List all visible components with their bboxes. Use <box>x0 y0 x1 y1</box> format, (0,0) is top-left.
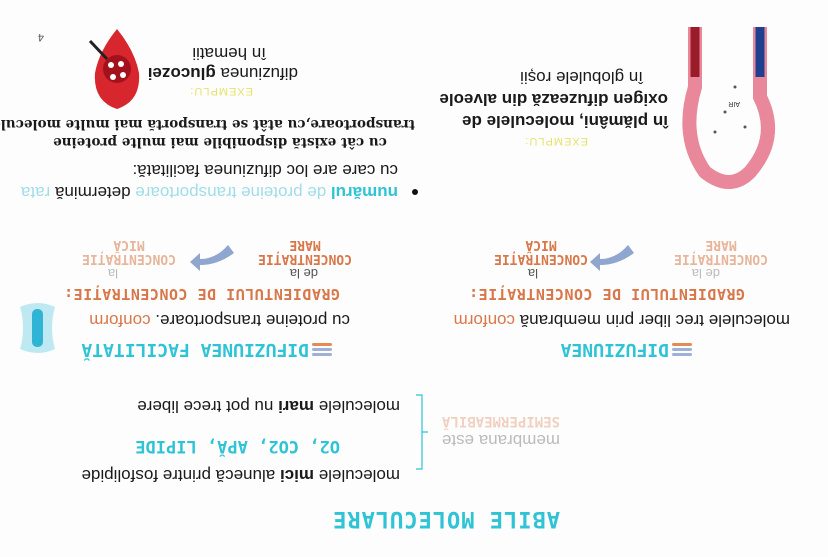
diffusion-heading: DIFUZIUNEA <box>561 339 692 360</box>
text-part: determină <box>54 183 131 202</box>
text-part: moleculele <box>314 466 400 485</box>
list-icon <box>312 342 332 356</box>
membrane-label: membrana este <box>441 431 560 450</box>
bracket-icon <box>416 394 428 470</box>
text-part: de proteine transportoare <box>130 183 331 202</box>
text-part: moleculele <box>314 397 400 416</box>
example-line-2: în hematii <box>192 44 266 63</box>
text-part: difuziunea <box>215 64 298 83</box>
facilitated-text: cu proteine transportoare. conform <box>89 310 350 330</box>
heading-text: DIFUZIUNEA FACILITATĂ <box>81 339 309 360</box>
small-molecules-examples: O2, CO2, APĂ, LIPIDE <box>135 436 340 456</box>
small-molecules-text: moleculele mici alunecă printre fosfolip… <box>82 465 401 485</box>
membrane-type: SEMIPERMEABILĂ <box>441 413 560 429</box>
facilitated-heading: DIFUZIUNEA FACILITATĂ <box>81 339 332 360</box>
low-concentration: CONCENTRAȚIE MICĂ <box>494 237 588 266</box>
text-part: nu pot trece libere <box>137 397 279 416</box>
bullet-text: numărul de proteine transportoare determ… <box>21 182 398 202</box>
example-line-3: în globulele roșii <box>520 68 643 87</box>
high-concentration: CONCENTRAȚIE MARE <box>258 237 352 266</box>
to-label: la <box>107 266 118 281</box>
low-concentration: CONCENTRAȚIE MICĂ <box>82 237 176 266</box>
exchange-arrows-icon <box>190 245 234 271</box>
text-part: rata <box>20 183 55 202</box>
facilitated-gradient: GRADIENTULUI DE CONCENTRAȚIE: <box>63 285 340 303</box>
text-bold: glucozei <box>147 64 216 83</box>
bold-line-1: cu cât există disponibile mai multe prot… <box>53 134 387 150</box>
text-part: conform <box>453 311 516 330</box>
page-number: 4 <box>37 31 44 43</box>
diffusion-text: moleculele trec liber prin membrană conf… <box>454 310 790 330</box>
text-bold: mici <box>279 466 314 485</box>
text-part: alunecă printre fosfolipide <box>81 466 280 485</box>
air-label: AIR <box>728 100 740 107</box>
bullet-icon <box>412 189 418 195</box>
example-label: EXEMPLU: <box>189 85 253 97</box>
high-concentration: CONCENTRAȚIE MARE <box>674 237 768 266</box>
alveolus-illustration: AIR <box>682 27 775 189</box>
bullet-text-line-2: cu care are loc difuziunea facilitată: <box>132 161 398 180</box>
diffusion-gradient: GRADIENTULUI DE CONCENTRAȚIE: <box>468 285 745 303</box>
example-line-1: difuziunea glucozei <box>148 63 298 83</box>
transport-protein-icon <box>20 303 55 353</box>
red-blood-cell-pin-icon <box>88 29 140 109</box>
text-part: moleculele trec liber prin membrană <box>515 311 790 330</box>
example-line-1: în plămâni, moleculele de <box>462 112 668 131</box>
bold-line-2: transportoare,cu atât se transportă mai … <box>0 116 415 132</box>
text-bold: mari <box>278 397 314 416</box>
exchange-arrows-icon <box>590 245 634 271</box>
list-icon <box>672 342 692 356</box>
example-label: EXEMPLU: <box>524 135 588 147</box>
large-molecules-text: moleculele mari nu pot trece libere <box>137 396 400 416</box>
from-label: de la <box>691 266 720 281</box>
example-line-2: oxigen difuzează din alveole <box>439 90 668 109</box>
to-label: la <box>527 266 538 281</box>
text-part: numărul <box>330 183 398 202</box>
text-part: conform <box>89 311 151 330</box>
heading-text: DIFUZIUNEA <box>560 339 669 360</box>
from-label: de la <box>289 266 318 281</box>
page-title: ABILE MOLECULARE <box>332 506 560 531</box>
text-part: cu proteine transportoare. <box>150 311 350 330</box>
